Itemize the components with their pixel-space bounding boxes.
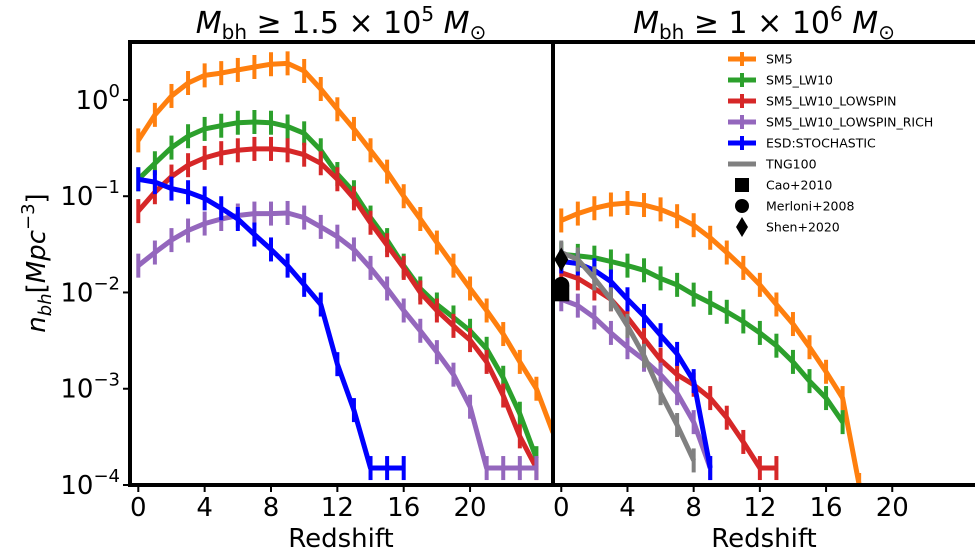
x-tick-label: 16 <box>810 493 843 523</box>
legend-label: ESD:STOCHASTIC <box>766 136 876 151</box>
legend-label: SM5_LW10_LOWSPIN <box>766 94 896 109</box>
panel-1-series-2-line <box>560 270 777 471</box>
shen-2020-marker <box>554 247 569 272</box>
legend-item: SM5_LW10_LOWSPIN_RICH <box>728 115 933 130</box>
y-tick-label: 10−4 <box>60 466 120 501</box>
right-series-layer <box>553 191 862 485</box>
legend-circle-icon <box>735 199 749 213</box>
legend-label: SM5_LW10_LOWSPIN_RICH <box>766 115 933 130</box>
x-tick-label: 4 <box>196 493 213 523</box>
panel-1-series-1-line <box>561 251 845 424</box>
y-tick-label: 10−1 <box>60 177 120 212</box>
left-panel-title: Mbh ≥ 1.5 × 105 M⊙ <box>196 2 487 44</box>
legend-square-icon <box>735 178 749 192</box>
legend-item: Merloni+2008 <box>735 199 854 214</box>
x-tick-label: 8 <box>263 493 280 523</box>
x-tick-label: 12 <box>743 493 776 523</box>
cao-2010-marker <box>553 285 570 302</box>
right-x-axis-label: Redshift <box>711 524 817 554</box>
left-axes-frame <box>128 40 555 487</box>
right-panel-title: Mbh ≥ 1 × 106 M⊙ <box>633 2 895 44</box>
legend-item: TNG100 <box>728 157 817 172</box>
left-x-ticks: 0 4 8 12 16 20 <box>130 485 487 523</box>
x-tick-label: 12 <box>321 493 354 523</box>
legend-label: TNG100 <box>765 157 817 172</box>
right-panel: Mbh ≥ 1 × 106 M⊙ 0 4 8 12 16 20 Redshift SM5S… <box>551 2 975 554</box>
legend-item: SM5 <box>728 52 793 67</box>
legend-item: ESD:STOCHASTIC <box>728 136 876 151</box>
legend-item: Cao+2010 <box>735 178 832 193</box>
legend-label: Cao+2010 <box>766 178 832 193</box>
legend-label: SM5 <box>766 52 793 67</box>
x-tick-label: 0 <box>553 493 570 523</box>
left-x-axis-label: Redshift <box>288 524 394 554</box>
legend-diamond-icon <box>736 217 748 237</box>
legend-label: Shen+2020 <box>766 220 840 235</box>
legend: SM5 SM5_LW10 SM5_LW10_LOWSPIN SM5_LW10_LOWS… <box>728 52 933 237</box>
x-tick-label: 20 <box>454 493 487 523</box>
left-y-ticks: 10−4 10−3 10−2 10−1 100 <box>60 81 130 501</box>
right-x-ticks: 0 4 8 12 16 20 <box>553 485 909 523</box>
legend-item: SM5_LW10_LOWSPIN <box>728 94 896 109</box>
panel-1-series-3-line <box>560 296 713 469</box>
legend-label: SM5_LW10 <box>766 73 833 88</box>
panel-0-series-0-line <box>136 60 553 434</box>
y-tick-label: 100 <box>75 81 120 116</box>
x-tick-label: 8 <box>685 493 702 523</box>
left-panel: Mbh ≥ 1.5 × 105 M⊙ 0 4 8 12 16 20 10−410−310−… <box>18 2 555 554</box>
y-tick-label: 10−3 <box>60 370 120 405</box>
x-tick-label: 16 <box>387 493 420 523</box>
legend-label: Merloni+2008 <box>766 199 854 214</box>
y-axis-label: nbh[Mpc−3] <box>18 193 56 332</box>
x-tick-label: 0 <box>130 493 147 523</box>
left-series-layer <box>136 51 553 481</box>
y-tick-label: 10−2 <box>60 273 120 308</box>
x-tick-label: 20 <box>876 493 909 523</box>
legend-item: SM5_LW10 <box>728 73 833 88</box>
legend-item: Shen+2020 <box>736 217 840 237</box>
x-tick-label: 4 <box>619 493 636 523</box>
